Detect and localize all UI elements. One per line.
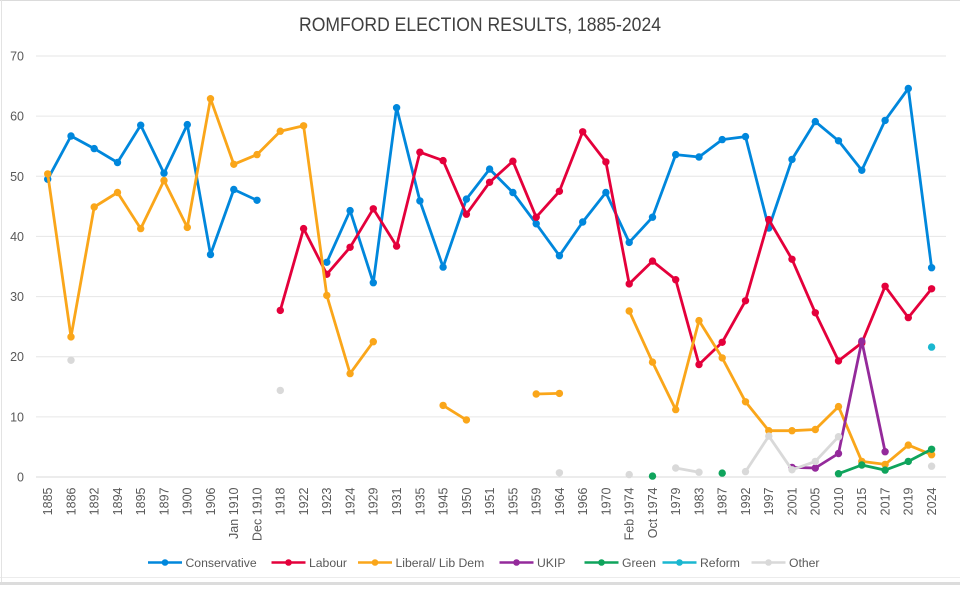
svg-text:30: 30	[10, 290, 24, 304]
svg-text:Reform: Reform	[700, 556, 740, 570]
svg-text:Dec 1910: Dec 1910	[250, 487, 264, 541]
svg-text:2024: 2024	[925, 487, 939, 515]
svg-text:2010: 2010	[832, 487, 846, 515]
svg-text:Jan 1910: Jan 1910	[227, 487, 241, 538]
svg-text:UKIP: UKIP	[537, 556, 565, 570]
svg-text:2019: 2019	[902, 487, 916, 515]
svg-text:1945: 1945	[437, 487, 451, 515]
svg-text:1935: 1935	[413, 487, 427, 515]
svg-text:1900: 1900	[181, 487, 195, 515]
svg-text:1964: 1964	[553, 487, 567, 515]
svg-text:20: 20	[10, 350, 24, 364]
svg-text:Oct 1974: Oct 1974	[646, 487, 660, 538]
svg-text:1966: 1966	[576, 487, 590, 515]
svg-text:1922: 1922	[297, 487, 311, 515]
svg-text:Green: Green	[622, 556, 656, 570]
svg-text:50: 50	[10, 170, 24, 184]
svg-text:1959: 1959	[530, 487, 544, 515]
svg-text:10: 10	[10, 410, 24, 424]
svg-text:1997: 1997	[762, 487, 776, 515]
svg-text:1923: 1923	[320, 487, 334, 515]
svg-text:1895: 1895	[134, 487, 148, 515]
svg-text:60: 60	[10, 110, 24, 124]
svg-text:2001: 2001	[785, 487, 799, 515]
svg-text:Liberal/ Lib Dem: Liberal/ Lib Dem	[396, 556, 485, 570]
svg-text:1979: 1979	[669, 487, 683, 515]
svg-text:2015: 2015	[855, 487, 869, 515]
svg-text:0: 0	[17, 471, 24, 485]
svg-text:70: 70	[10, 50, 24, 64]
svg-text:Conservative: Conservative	[186, 556, 257, 570]
svg-text:1906: 1906	[204, 487, 218, 515]
svg-text:1897: 1897	[157, 487, 171, 515]
svg-text:1951: 1951	[483, 487, 497, 515]
svg-text:Other: Other	[789, 556, 819, 570]
svg-text:1929: 1929	[367, 487, 381, 515]
svg-text:1886: 1886	[64, 487, 78, 515]
svg-text:1894: 1894	[111, 487, 125, 515]
svg-text:1955: 1955	[506, 487, 520, 515]
svg-text:1931: 1931	[390, 487, 404, 515]
svg-text:Feb 1974: Feb 1974	[623, 487, 637, 540]
svg-text:1918: 1918	[274, 487, 288, 515]
svg-text:1950: 1950	[460, 487, 474, 515]
svg-text:ROMFORD ELECTION RESULTS, 1885: ROMFORD ELECTION RESULTS, 1885-2024	[299, 14, 661, 36]
svg-text:1983: 1983	[692, 487, 706, 515]
svg-text:1892: 1892	[88, 487, 102, 515]
svg-text:40: 40	[10, 230, 24, 244]
svg-text:1924: 1924	[344, 487, 358, 515]
svg-text:1970: 1970	[599, 487, 613, 515]
svg-text:2005: 2005	[809, 487, 823, 515]
svg-text:1987: 1987	[716, 487, 730, 515]
svg-text:Labour: Labour	[309, 556, 347, 570]
svg-text:1992: 1992	[739, 487, 753, 515]
svg-text:1885: 1885	[41, 487, 55, 515]
svg-text:2017: 2017	[879, 487, 893, 515]
